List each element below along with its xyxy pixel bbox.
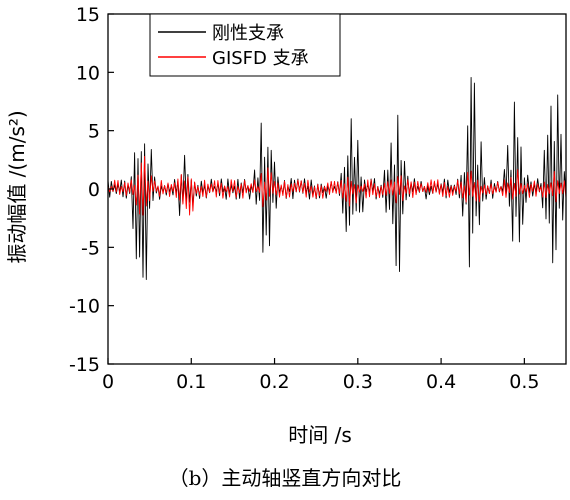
series-line-2 xyxy=(107,155,567,216)
legend-box xyxy=(149,13,341,77)
x-tick-label: 0.4 xyxy=(426,371,456,393)
legend-label-1: 刚性支承 xyxy=(212,23,284,44)
x-tick-label: 0.1 xyxy=(176,371,206,393)
y-tick-label: 5 xyxy=(88,121,100,143)
x-tick-label: 0 xyxy=(102,371,114,393)
legend: 刚性支承 GISFD 支承 xyxy=(149,13,341,77)
series-layer xyxy=(107,77,567,280)
y-tick-label: 0 xyxy=(88,179,100,201)
y-tick-label: 10 xyxy=(76,62,100,84)
y-tick-label: -15 xyxy=(69,354,100,376)
legend-label-2: GISFD 支承 xyxy=(212,48,309,69)
x-axis-label: 时间 /s xyxy=(288,423,352,447)
figure-caption: （b）主动轴竖直方向对比 xyxy=(168,466,402,490)
axes-layer: -15 -10 -5 0 5 10 15 0 0.1 0.2 0.3 0.4 0.5 xyxy=(69,4,567,393)
x-tick-label: 0.2 xyxy=(259,371,289,393)
vibration-chart: -15 -10 -5 0 5 10 15 0 0.1 0.2 0.3 0.4 0.5 刚性支承 GISFD… xyxy=(5,4,567,447)
y-axis-label: 振动幅值 /(m/s²) xyxy=(5,110,29,263)
y-tick-label: 15 xyxy=(76,4,100,26)
series-line-1 xyxy=(107,77,567,280)
y-tick-label: -5 xyxy=(81,237,100,259)
x-tick-label: 0.3 xyxy=(343,371,373,393)
x-tick-label: 0.5 xyxy=(509,371,539,393)
y-tick-label: -10 xyxy=(69,296,100,318)
